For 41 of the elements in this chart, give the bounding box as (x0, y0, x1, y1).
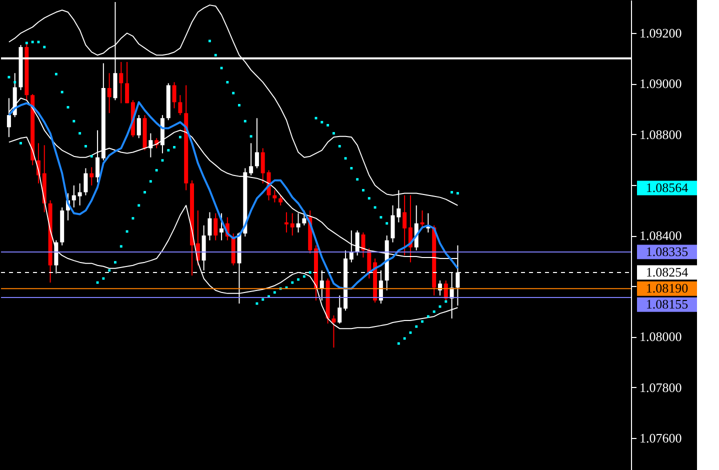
ref-line-label: 1.08254 (646, 264, 689, 280)
candlestick (220, 212, 224, 241)
candlestick (72, 184, 76, 208)
ref-line-label: 1.08335 (646, 244, 688, 259)
candlestick (361, 232, 366, 258)
y-tick-label: 1.07600 (640, 430, 682, 446)
candlestick (296, 212, 300, 233)
y-tick-label: 1.07800 (640, 380, 682, 395)
candlestick (272, 190, 277, 203)
candlestick (290, 212, 294, 236)
candlestick (284, 212, 288, 233)
line-series (8, 101, 459, 290)
candlestick (107, 72, 112, 114)
candlestick (119, 61, 124, 104)
candlestick (254, 118, 259, 169)
candlestick (84, 168, 88, 196)
candlestick (355, 230, 360, 256)
candlestick (172, 82, 176, 109)
candlestick (208, 212, 212, 241)
y-tick-label: 1.09200 (640, 26, 682, 41)
candlestick (402, 194, 407, 256)
candlestick (125, 61, 130, 104)
y-tick-label: 1.08400 (640, 228, 682, 244)
candlestick (338, 294, 342, 324)
candlestick (260, 148, 265, 184)
candlestick (178, 94, 182, 116)
ref-line-label: 1.08190 (646, 280, 688, 296)
text: 1.08564 (646, 180, 689, 195)
candlestick (249, 142, 254, 176)
candlestick (90, 166, 94, 186)
y-tick-label: 1.08000 (640, 329, 682, 344)
y-tick-label: 1.08800 (640, 126, 682, 142)
candlestick (278, 194, 283, 206)
candlestick (96, 130, 100, 183)
ref-line-label: 1.08155 (646, 296, 688, 312)
y-tick-label: 1.09000 (640, 76, 682, 92)
candlestick (332, 314, 336, 348)
candlestick (214, 212, 218, 241)
candlestick (420, 210, 424, 229)
candlestick (78, 182, 82, 206)
candlestick (136, 114, 141, 139)
